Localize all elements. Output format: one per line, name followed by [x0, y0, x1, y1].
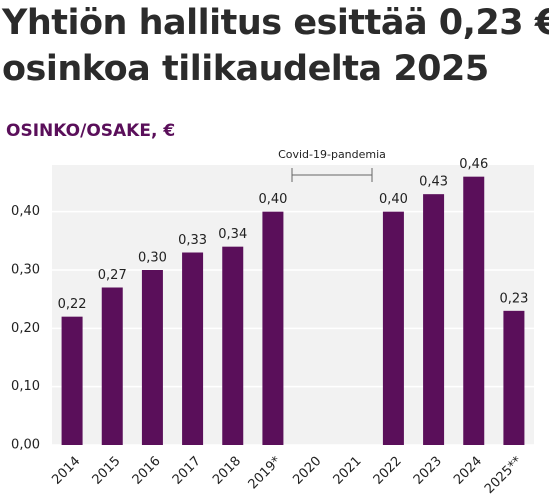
bar	[423, 194, 445, 445]
x-tick-label: 2024	[451, 454, 485, 488]
bar	[101, 287, 123, 445]
y-tick-label: 0,00	[11, 438, 40, 453]
bar	[182, 252, 204, 445]
value-label: 0,46	[459, 157, 488, 172]
y-tick-label: 0,20	[11, 321, 40, 336]
bar	[503, 310, 525, 445]
x-tick-label: 2020	[290, 454, 324, 488]
x-tick-label: 2016	[130, 454, 164, 488]
x-tick-label: 2019*	[246, 453, 285, 492]
x-tick-label: 2023	[411, 454, 445, 488]
bar	[61, 316, 83, 445]
value-label: 0,22	[58, 297, 87, 312]
x-tick-label: 2022	[371, 454, 405, 488]
value-label: 0,34	[218, 227, 247, 242]
chart-title: osinkoa tilikaudelta 2025	[2, 49, 489, 89]
x-tick-label: 2025**	[482, 453, 526, 497]
bar	[222, 246, 244, 445]
value-label: 0,23	[499, 291, 528, 306]
y-tick-label: 0,30	[11, 263, 40, 278]
annotation-bracket	[291, 168, 373, 182]
chart-title: Yhtiön hallitus esittää 0,23 €	[1, 3, 549, 43]
x-tick-label: 2017	[170, 454, 204, 488]
bar	[141, 270, 163, 445]
value-label: 0,40	[258, 192, 287, 207]
bar	[463, 176, 485, 445]
y-tick-label: 0,10	[11, 379, 40, 394]
x-tick-label: 2015	[90, 454, 124, 488]
bar	[382, 211, 404, 445]
chart-subtitle: OSINKO/OSAKE, €	[6, 121, 175, 141]
value-label: 0,33	[178, 233, 207, 248]
y-tick-label: 0,40	[11, 204, 40, 219]
annotation: Covid-19-pandemia	[278, 148, 386, 161]
value-label: 0,40	[379, 192, 408, 207]
value-label: 0,30	[138, 251, 167, 266]
value-label: 0,27	[98, 268, 127, 283]
x-tick-label: 2021	[331, 454, 365, 488]
x-tick-label: 2014	[49, 454, 83, 488]
bar	[262, 211, 284, 445]
x-tick-label: 2018	[210, 454, 244, 488]
plot-background	[52, 165, 534, 445]
value-label: 0,43	[419, 175, 448, 190]
